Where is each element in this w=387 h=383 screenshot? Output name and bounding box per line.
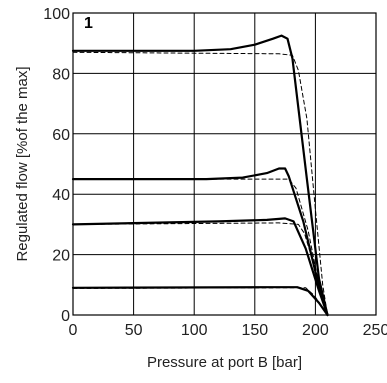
x-tick-label: 50 xyxy=(125,322,143,339)
solid-flow-curve-7 xyxy=(71,286,329,317)
x-axis-title: Pressure at port B [bar] xyxy=(147,354,302,371)
y-tick-label: 60 xyxy=(52,127,70,144)
y-tick-label: 100 xyxy=(43,6,70,23)
plot-frame xyxy=(72,12,377,316)
grid xyxy=(73,13,376,315)
panel-label: 1 xyxy=(84,15,93,32)
dashed-flow-curve-8 xyxy=(72,287,328,316)
x-tick-label: 250 xyxy=(363,322,387,339)
x-tick-label: 150 xyxy=(241,322,268,339)
y-tick-label: 0 xyxy=(61,308,70,325)
series-group xyxy=(71,34,329,317)
y-tick-label: 40 xyxy=(52,187,70,204)
y-axis-title: Regulated flow [%of the max] xyxy=(14,66,31,261)
y-tick-label: 20 xyxy=(52,248,70,265)
solid-flow-curve-3 xyxy=(71,167,329,317)
x-tick-label: 0 xyxy=(69,322,78,339)
y-tick-label: 80 xyxy=(52,66,70,83)
x-tick-label: 100 xyxy=(181,322,208,339)
dashed-flow-curve-2 xyxy=(72,51,328,316)
dashed-flow-curve-4 xyxy=(72,178,328,316)
tick-labels: 0 50 100 150 200 250 0 20 40 60 80 100 xyxy=(43,6,387,339)
x-tick-label: 200 xyxy=(302,322,329,339)
solid-flow-curve-5 xyxy=(71,217,329,317)
dashed-flow-curve-6 xyxy=(72,222,328,316)
solid-flow-curve-1 xyxy=(71,34,329,317)
